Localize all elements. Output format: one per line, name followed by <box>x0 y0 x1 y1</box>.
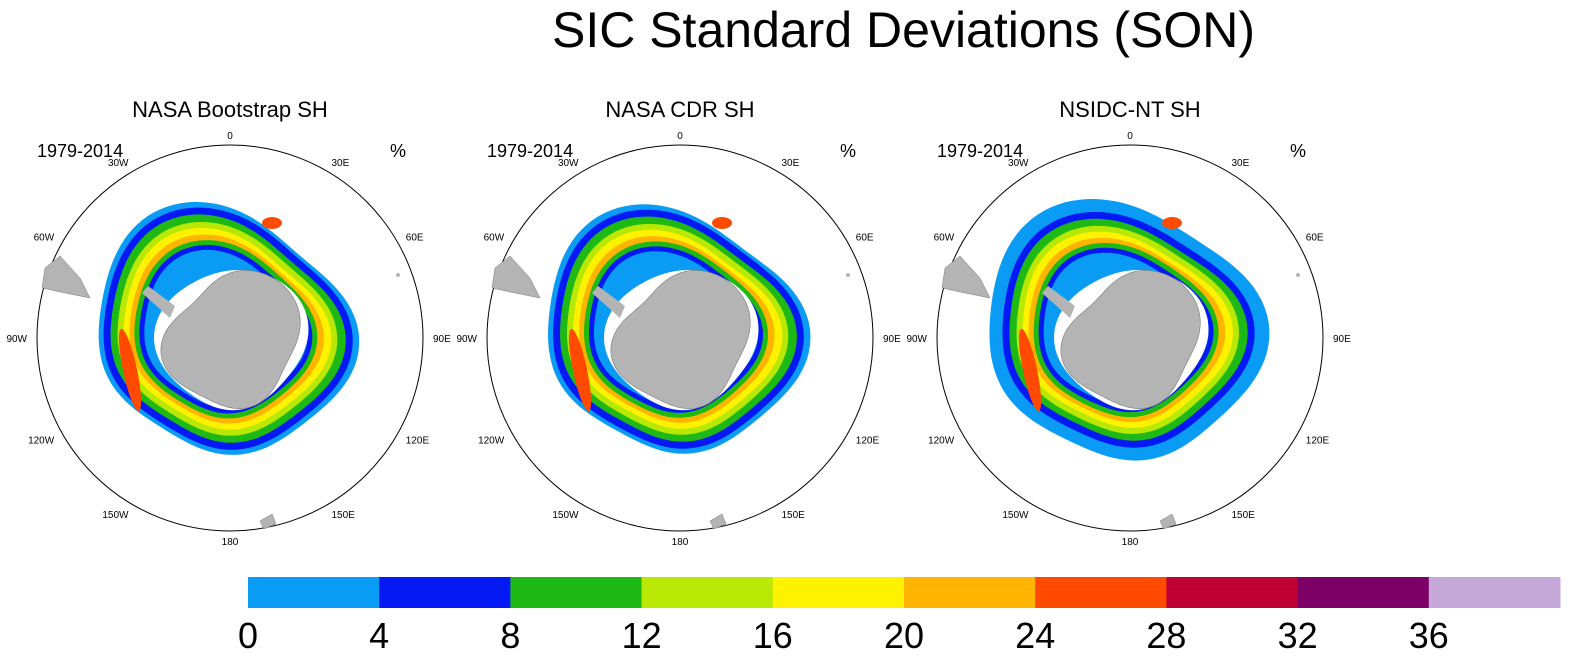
colorbar-tick-label: 28 <box>1146 615 1186 656</box>
antarctic-peninsula <box>142 286 175 318</box>
map-panel-2: NASA CDR SH 1979-2014 % 0 30E 60E 90E 120E 150E 1… <box>456 97 901 548</box>
island-landmass <box>1159 513 1177 530</box>
period-label: 1979-2014 <box>37 141 123 161</box>
longitude-label: 180 <box>1122 537 1139 548</box>
colorbar-swatch <box>1297 577 1430 608</box>
colorbar-tick-label: 4 <box>369 615 389 656</box>
longitude-label: 150E <box>1232 510 1256 521</box>
units-label: % <box>1290 141 1306 161</box>
colorbar-tick-label: 32 <box>1278 615 1318 656</box>
longitude-label: 150W <box>552 510 579 521</box>
units-label: % <box>390 141 406 161</box>
colorbar: 0 4 8 12 16 20 24 28 32 36 <box>238 577 1561 656</box>
colorbar-swatch <box>1166 577 1299 608</box>
units-label: % <box>840 141 856 161</box>
longitude-label: 180 <box>222 537 239 548</box>
longitude-label: 150W <box>102 510 129 521</box>
hotspot-north <box>262 217 282 229</box>
colorbar-tick-label: 16 <box>753 615 793 656</box>
panel-title: NSIDC-NT SH <box>1059 97 1200 122</box>
longitude-label: 60W <box>934 233 955 244</box>
island-landmass <box>709 513 727 530</box>
longitude-label: 90E <box>1333 334 1351 345</box>
longitude-label: 60E <box>1306 233 1324 244</box>
colorbar-tick-label: 12 <box>622 615 662 656</box>
longitude-label: 120E <box>1306 436 1330 447</box>
colorbar-tick-label: 36 <box>1409 615 1449 656</box>
longitude-label: 30W <box>558 158 579 169</box>
colorbar-swatch <box>772 577 905 608</box>
longitude-label: 0 <box>227 131 233 142</box>
longitude-label: 90W <box>6 334 27 345</box>
longitude-label: 30W <box>108 158 129 169</box>
longitude-label: 0 <box>677 131 683 142</box>
period-label: 1979-2014 <box>937 141 1023 161</box>
colorbar-swatch <box>510 577 643 608</box>
small-island <box>846 273 850 277</box>
panel-title: NASA CDR SH <box>605 97 754 122</box>
figure-title: SIC Standard Deviations (SON) <box>551 2 1256 58</box>
longitude-label: 120W <box>928 436 955 447</box>
longitude-label: 90E <box>433 334 451 345</box>
longitude-label: 150W <box>1002 510 1029 521</box>
hotspot-west <box>568 328 592 412</box>
longitude-label: 150E <box>782 510 806 521</box>
longitude-label: 180 <box>672 537 689 548</box>
colorbar-swatch <box>904 577 1036 608</box>
antarctica-landmass <box>1060 270 1201 409</box>
small-island <box>1296 273 1300 277</box>
map-panel-1: NASA Bootstrap SH 1979-2014 % 0 30E 60E 90E 120… <box>6 97 451 548</box>
island-landmass <box>259 513 277 530</box>
colorbar-tick-label: 0 <box>238 615 258 656</box>
colorbar-swatch <box>1035 577 1167 608</box>
colorbar-swatch <box>379 577 511 608</box>
longitude-label: 30E <box>782 158 800 169</box>
longitude-label: 30E <box>1232 158 1250 169</box>
longitude-label: 90W <box>456 334 477 345</box>
colorbar-tick-label: 20 <box>884 615 924 656</box>
hotspot-west <box>1018 328 1042 412</box>
longitude-label: 30E <box>332 158 350 169</box>
hotspot-west <box>118 328 142 412</box>
longitude-label: 60E <box>406 233 424 244</box>
period-label: 1979-2014 <box>487 141 573 161</box>
longitude-label: 90W <box>906 334 927 345</box>
longitude-label: 120E <box>406 436 430 447</box>
hotspot-north <box>1162 217 1182 229</box>
map-panel-3: NSIDC-NT SH 1979-2014 % 0 30E 60E 90E 120E 150E 1… <box>906 97 1351 548</box>
longitude-label: 60W <box>34 233 55 244</box>
small-island <box>396 273 400 277</box>
colorbar-swatch <box>248 577 380 608</box>
antarctic-peninsula <box>592 286 625 318</box>
longitude-label: 150E <box>332 510 356 521</box>
colorbar-swatch <box>1428 577 1561 608</box>
longitude-label: 120W <box>28 436 55 447</box>
longitude-label: 120E <box>856 436 880 447</box>
antarctica-landmass <box>160 270 301 409</box>
colorbar-tick-label: 24 <box>1015 615 1055 656</box>
colorbar-tick-label: 8 <box>500 615 520 656</box>
longitude-label: 90E <box>883 334 901 345</box>
longitude-label: 60E <box>856 233 874 244</box>
longitude-label: 0 <box>1127 131 1133 142</box>
colorbar-swatch <box>641 577 774 608</box>
longitude-label: 120W <box>478 436 505 447</box>
south-america-landmass <box>41 255 91 299</box>
panel-title: NASA Bootstrap SH <box>132 97 328 122</box>
longitude-label: 60W <box>484 233 505 244</box>
south-america-landmass <box>491 255 541 299</box>
antarctic-peninsula <box>1042 286 1075 318</box>
south-america-landmass <box>941 255 991 299</box>
hotspot-north <box>712 217 732 229</box>
longitude-label: 30W <box>1008 158 1029 169</box>
antarctica-landmass <box>610 270 751 409</box>
